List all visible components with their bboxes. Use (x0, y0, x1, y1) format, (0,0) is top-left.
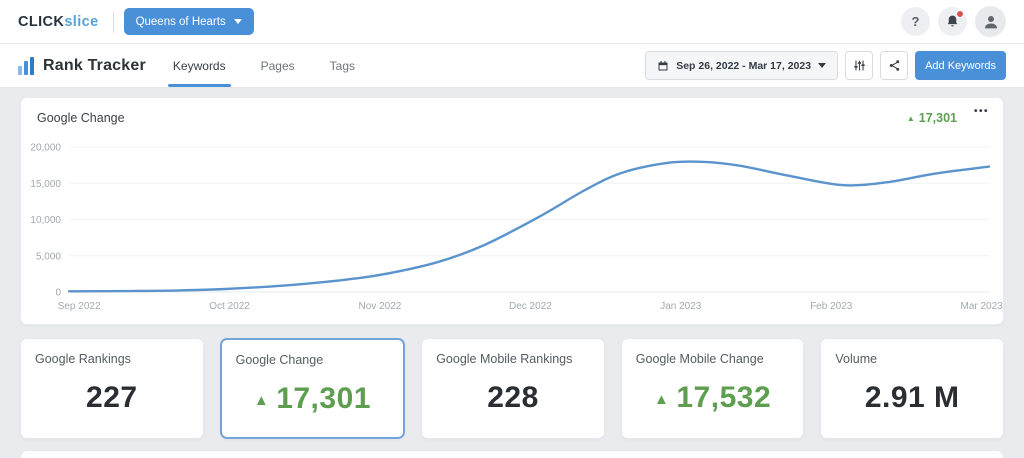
chart-title: Google Change (37, 111, 125, 125)
next-section-panel (20, 450, 1004, 458)
date-range-picker[interactable]: Sep 26, 2022 - Mar 17, 2023 (645, 51, 839, 80)
google-change-chart-panel: Google Change ▲ 17,301 ••• 0 5,000 10,000 1… (20, 97, 1004, 325)
question-mark-icon: ? (911, 14, 920, 29)
avatar[interactable] (975, 6, 1006, 37)
toolbar: Rank Tracker Keywords Pages Tags Sep 26, 2… (0, 44, 1024, 88)
chart-options-menu[interactable]: ••• (973, 106, 989, 117)
svg-text:Feb 2023: Feb 2023 (810, 301, 853, 312)
add-keywords-button[interactable]: Add Keywords (915, 51, 1006, 80)
stat-card-label: Google Mobile Rankings (436, 352, 573, 366)
share-button[interactable] (880, 51, 909, 80)
svg-text:10,000: 10,000 (30, 215, 61, 226)
topbar: CLICKslice Queens of Hearts ? (0, 0, 1024, 44)
stat-card-volume[interactable]: Volume 2.91 M (820, 338, 1004, 439)
svg-text:Mar 2023: Mar 2023 (961, 301, 1004, 312)
svg-text:Nov 2022: Nov 2022 (359, 301, 402, 312)
bar-chart-icon (18, 56, 34, 75)
stat-card-google-mobile-rankings[interactable]: Google Mobile Rankings 228 (421, 338, 605, 439)
topbar-actions: ? (901, 6, 1006, 37)
logo-text-secondary: slice (64, 13, 99, 30)
notification-dot (956, 10, 964, 18)
chevron-down-icon (818, 63, 827, 68)
svg-text:20,000: 20,000 (30, 143, 61, 154)
chart-delta-value: 17,301 (918, 111, 957, 125)
help-button[interactable]: ? (901, 7, 930, 36)
tab-pages[interactable]: Pages (260, 58, 295, 73)
page-title: Rank Tracker (43, 56, 146, 74)
svg-text:Oct 2022: Oct 2022 (209, 301, 250, 312)
stat-card-label: Google Change (235, 353, 324, 367)
filter-button[interactable] (845, 51, 874, 80)
tab-keywords[interactable]: Keywords (167, 44, 231, 87)
up-arrow-icon: ▲ (906, 113, 915, 123)
person-icon (982, 13, 1000, 31)
svg-text:Sep 2022: Sep 2022 (58, 301, 101, 312)
stat-card-google-mobile-change[interactable]: Google Mobile Change ▲ 17,532 (620, 338, 805, 439)
stat-card-value: 2.91 M (864, 381, 960, 414)
stat-card-google-change[interactable]: Google Change ▲ 17,301 (219, 338, 406, 439)
svg-text:Jan 2023: Jan 2023 (660, 301, 702, 312)
stat-card-value: ▲ 17,301 (253, 382, 371, 415)
calendar-icon (657, 60, 669, 72)
share-icon (888, 59, 901, 72)
stat-card-label: Volume (835, 352, 878, 366)
stat-card-label: Google Mobile Change (635, 352, 764, 366)
svg-text:5,000: 5,000 (36, 251, 61, 262)
up-arrow-icon: ▲ (253, 392, 270, 409)
stat-card-label: Google Rankings (35, 352, 131, 366)
toolbar-actions: Sep 26, 2022 - Mar 17, 2023 Add Keywords (645, 51, 1006, 80)
divider (112, 10, 114, 33)
stat-card-value: ▲ 17,532 (654, 381, 772, 414)
tab-bar: Keywords Pages Tags (167, 44, 385, 87)
sliders-icon (853, 59, 866, 72)
app-logo[interactable]: CLICKslice (18, 14, 99, 30)
svg-text:15,000: 15,000 (30, 179, 61, 190)
stat-card-value: 227 (86, 381, 138, 414)
svg-text:Dec 2022: Dec 2022 (509, 301, 552, 312)
line-chart: 0 5,000 10,000 15,000 20,000 Sep 2022 Oct 2022… (30, 143, 1004, 313)
svg-text:0: 0 (55, 288, 61, 299)
date-range-label: Sep 26, 2022 - Mar 17, 2023 (676, 59, 812, 72)
chevron-down-icon (233, 19, 242, 24)
stat-cards-row: Google Rankings 227 Google Change ▲ 17,301 Go… (20, 338, 1004, 439)
stat-card-google-rankings[interactable]: Google Rankings 227 (20, 338, 204, 439)
project-selector-button[interactable]: Queens of Hearts (123, 8, 254, 35)
notifications-button[interactable] (938, 7, 967, 36)
tab-tags[interactable]: Tags (329, 58, 355, 73)
chart-delta-badge: ▲ 17,301 (907, 111, 957, 125)
bell-icon (945, 14, 960, 29)
stat-card-value: 228 (487, 381, 539, 414)
logo-text-primary: CLICK (18, 13, 65, 30)
project-name-label: Queens of Hearts (135, 15, 226, 28)
up-arrow-icon: ▲ (654, 391, 670, 408)
